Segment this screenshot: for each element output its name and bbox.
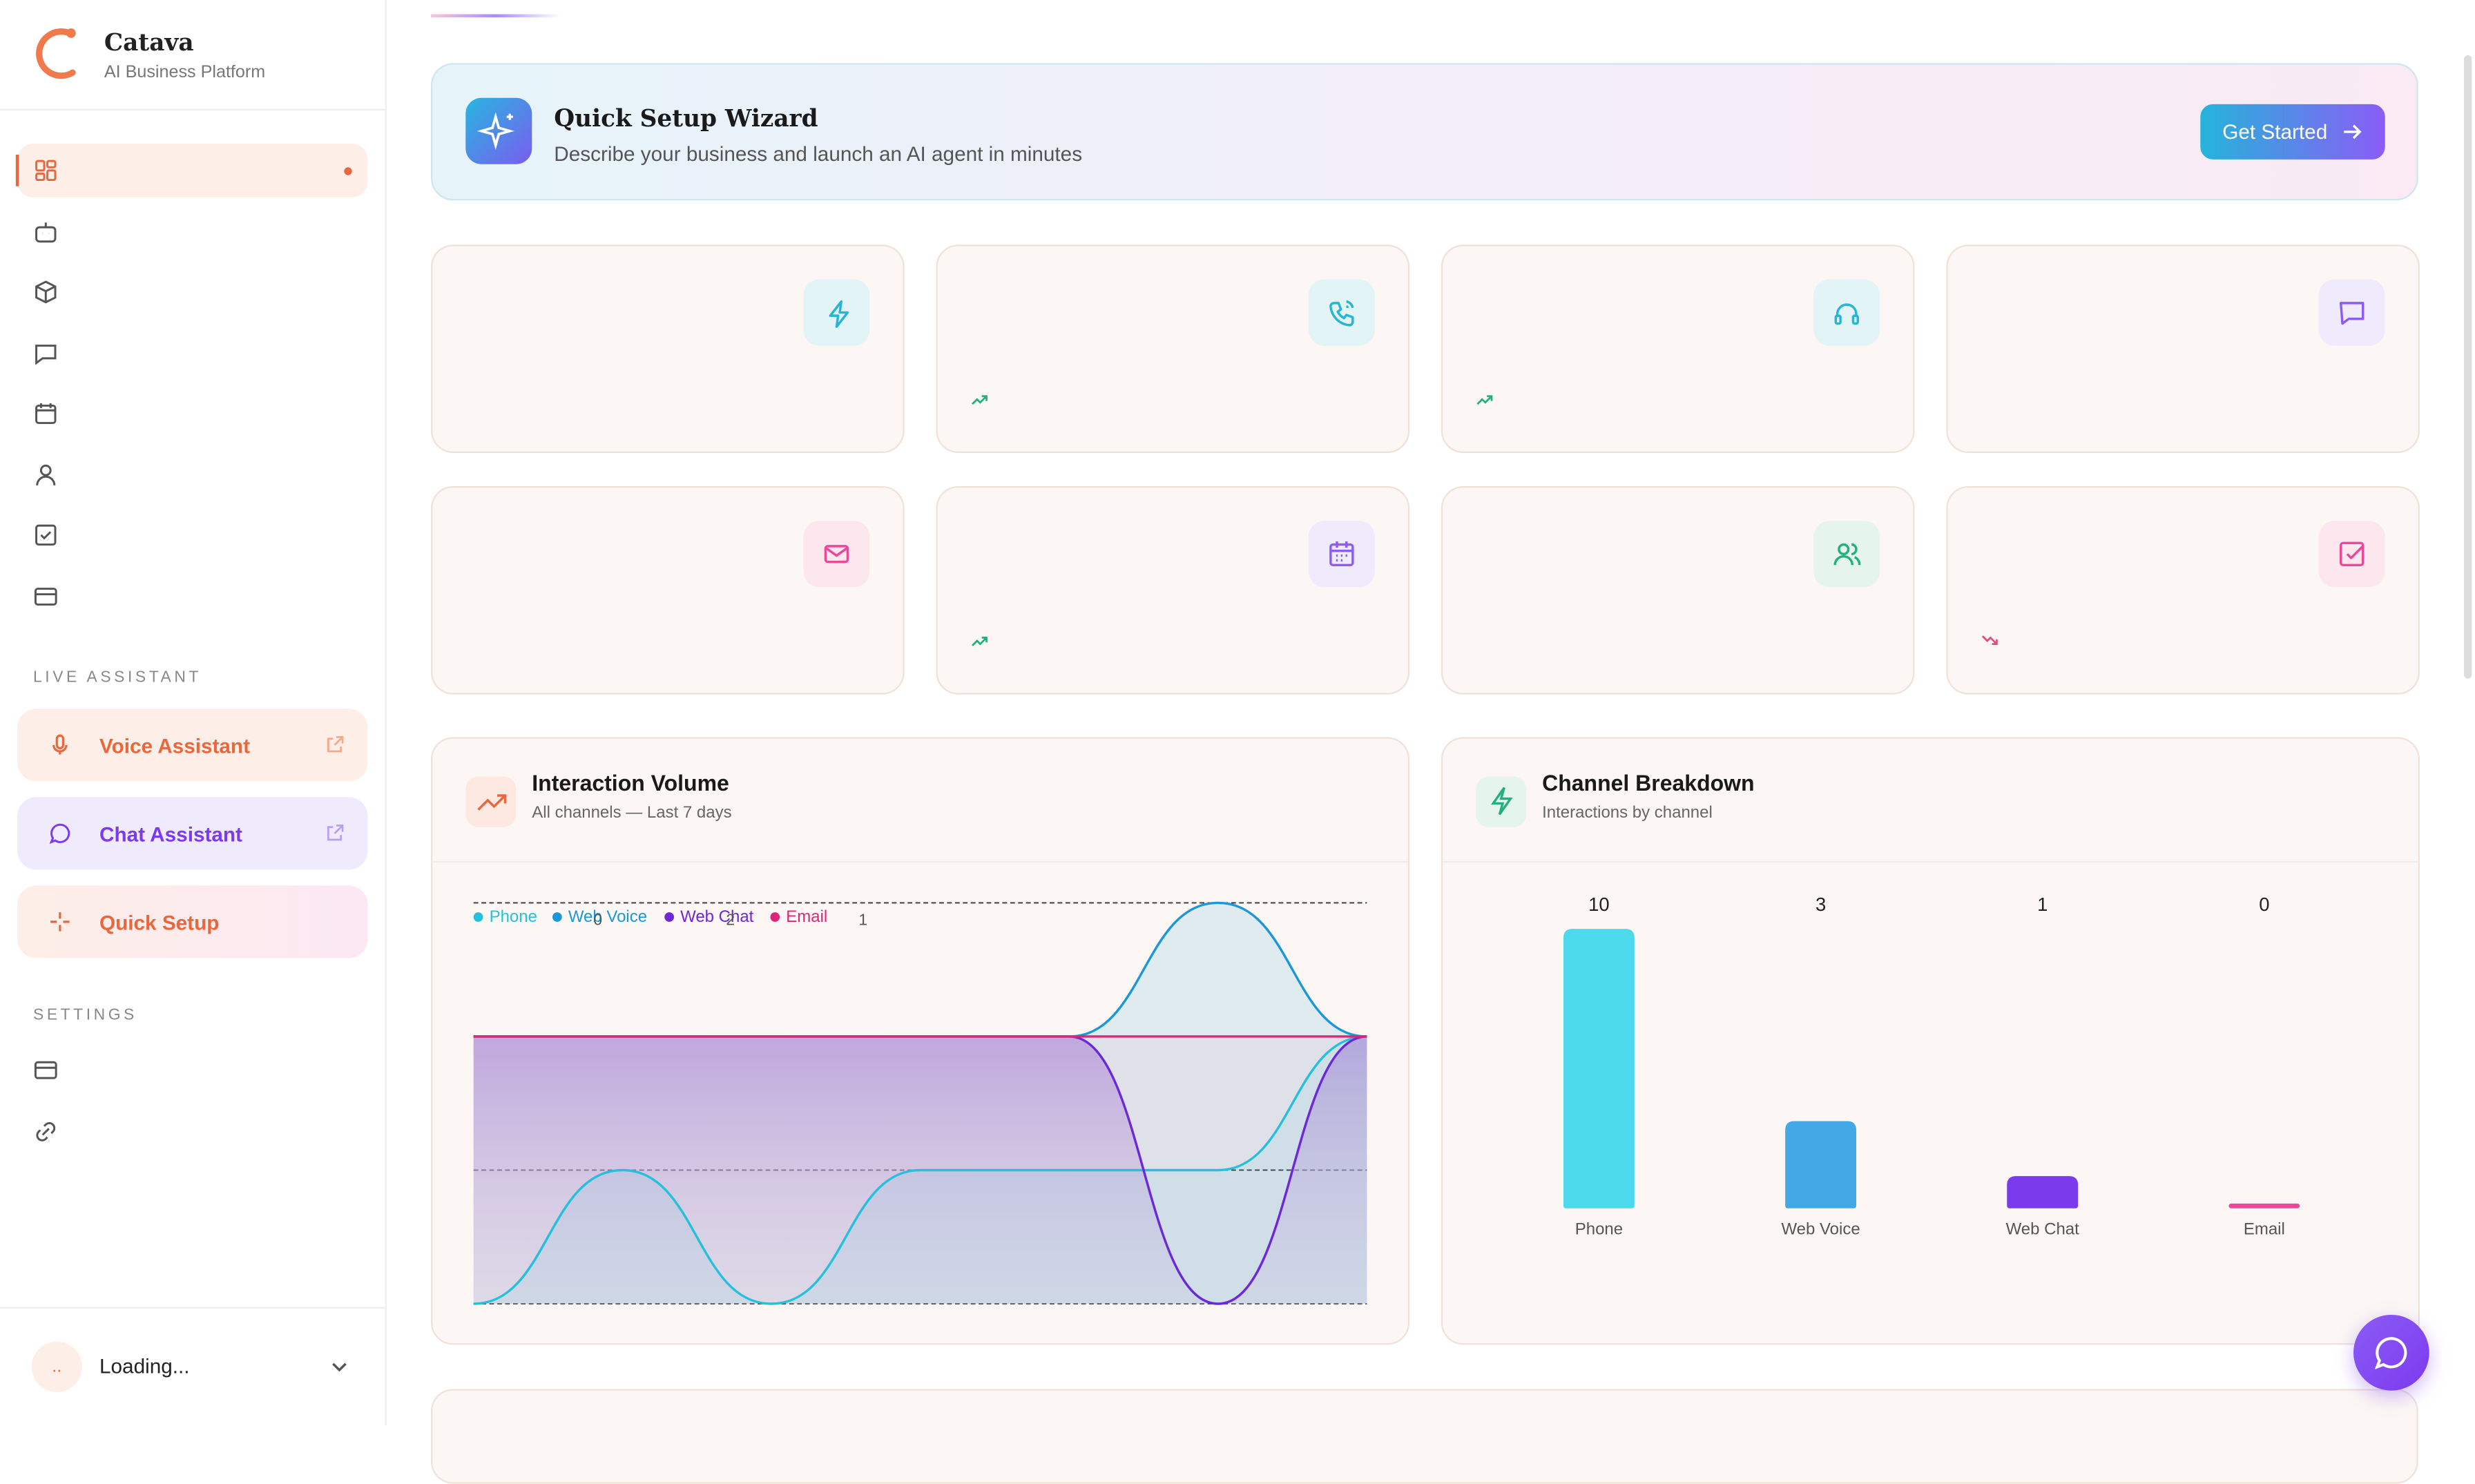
value-label: 3 — [1816, 894, 1826, 915]
stat-icon — [1813, 521, 1880, 588]
stat-icon — [803, 521, 870, 588]
button-label: Get Started — [2222, 119, 2328, 144]
legend-label: Web Chat — [680, 907, 754, 926]
avatar: .. — [31, 1341, 82, 1392]
nav-item[interactable] — [17, 204, 367, 258]
stat-card — [1441, 485, 1915, 695]
section-heading: LIVE ASSISTANT — [32, 669, 202, 687]
legend-swatch — [552, 912, 562, 922]
section-heading: SETTINGS — [32, 1007, 137, 1025]
divider — [0, 1307, 385, 1309]
bar — [1785, 1121, 1856, 1208]
legend-label: Web Voice — [568, 907, 647, 926]
legend-swatch — [473, 912, 483, 922]
stat-note — [1476, 392, 1499, 410]
stat-icon — [1813, 279, 1880, 346]
line-chart: Interaction Volume All channels — Last 7… — [432, 771, 1408, 1305]
value-label: 10 — [1588, 894, 1609, 915]
stat-icon — [2318, 521, 2385, 588]
interaction-volume-card: Interaction Volume All channels — Last 7… — [430, 737, 1410, 1345]
area — [473, 903, 1367, 1304]
wizard-title: Quick Setup Wizard — [554, 104, 818, 133]
x-tick-label: Email — [2244, 1220, 2285, 1238]
label: Voice Assistant — [99, 733, 250, 758]
nav-item[interactable] — [17, 447, 367, 501]
label: Chat Assistant — [99, 822, 242, 847]
label: Quick Setup — [99, 910, 220, 935]
next-card — [430, 1389, 2418, 1484]
stray-label: 1 — [858, 910, 867, 928]
stat-card — [936, 485, 1410, 695]
chat-fab[interactable] — [2353, 1314, 2429, 1391]
stat-note — [1981, 633, 2005, 652]
stat-card — [430, 485, 905, 695]
x-tick-label: Phone — [1575, 1220, 1623, 1238]
legend-label: Phone — [490, 907, 537, 926]
stat-card — [936, 244, 1410, 453]
nav-item[interactable] — [17, 265, 367, 319]
value-label: 1 — [2037, 894, 2048, 915]
wizard-subtitle: Describe your business and launch an AI … — [554, 142, 1083, 166]
stat-icon — [2318, 279, 2385, 346]
stat-icon — [1308, 279, 1375, 346]
stat-icon — [803, 279, 870, 346]
chart-subtitle: Interactions by channel — [1542, 803, 1713, 822]
stat-icon — [1308, 521, 1375, 588]
stat-card — [1946, 244, 2420, 453]
voice-assistant[interactable]: Voice Assistant — [17, 709, 368, 782]
stat-card — [430, 244, 905, 453]
chart-title: Interaction Volume — [532, 771, 729, 796]
legend-swatch — [664, 912, 674, 922]
nav-item[interactable] — [17, 569, 367, 623]
sidebar: Catava AI Business Platform LIVE ASSISTA… — [0, 0, 387, 1425]
stat-note — [971, 633, 994, 652]
stray-label: 0 — [593, 910, 602, 928]
line — [473, 1035, 1367, 1305]
value-label: 0 — [2259, 894, 2269, 915]
stray-label: 2 — [726, 910, 735, 928]
stat-note — [971, 392, 994, 410]
brand: Catava — [104, 28, 194, 57]
bar — [2007, 1176, 2079, 1208]
stat-card — [1946, 485, 2420, 695]
quick-setup[interactable]: Quick Setup — [17, 885, 368, 958]
chart-subtitle: All channels — Last 7 days — [532, 803, 731, 822]
bar-chart: Channel Breakdown Interactions by channe… — [1443, 771, 2418, 1238]
bar — [1563, 929, 1635, 1208]
stat-card — [1441, 244, 1915, 453]
x-tick-label: Web Voice — [1781, 1220, 1860, 1238]
x-tick-label: Web Chat — [2006, 1220, 2080, 1238]
chevron[interactable] — [330, 1359, 349, 1375]
nav-item[interactable] — [17, 508, 367, 562]
logo — [36, 28, 76, 79]
get-started-button[interactable]: Get Started — [2200, 104, 2385, 160]
divider — [0, 108, 385, 110]
chat-assistant[interactable]: Chat Assistant — [17, 797, 368, 870]
nav-item[interactable] — [17, 387, 367, 441]
scrollbar[interactable] — [2463, 55, 2472, 679]
tagline: AI Business Platform — [104, 63, 266, 82]
nav-item[interactable] — [17, 326, 367, 380]
user-name[interactable]: Loading... — [99, 1354, 190, 1378]
nav-item[interactable] — [15, 143, 368, 197]
channel-breakdown-card: Channel Breakdown Interactions by channe… — [1441, 737, 2420, 1345]
nav-item[interactable] — [17, 1104, 367, 1158]
nav-item[interactable] — [17, 1043, 367, 1097]
wizard-icon — [465, 97, 532, 164]
legend-swatch — [770, 912, 780, 922]
wizard-banner: Quick Setup Wizard Describe your busines… — [430, 63, 2418, 201]
legend-label: Email — [786, 907, 827, 926]
chart-title: Channel Breakdown — [1542, 771, 1754, 796]
area — [473, 1036, 1367, 1304]
progress — [430, 14, 561, 18]
